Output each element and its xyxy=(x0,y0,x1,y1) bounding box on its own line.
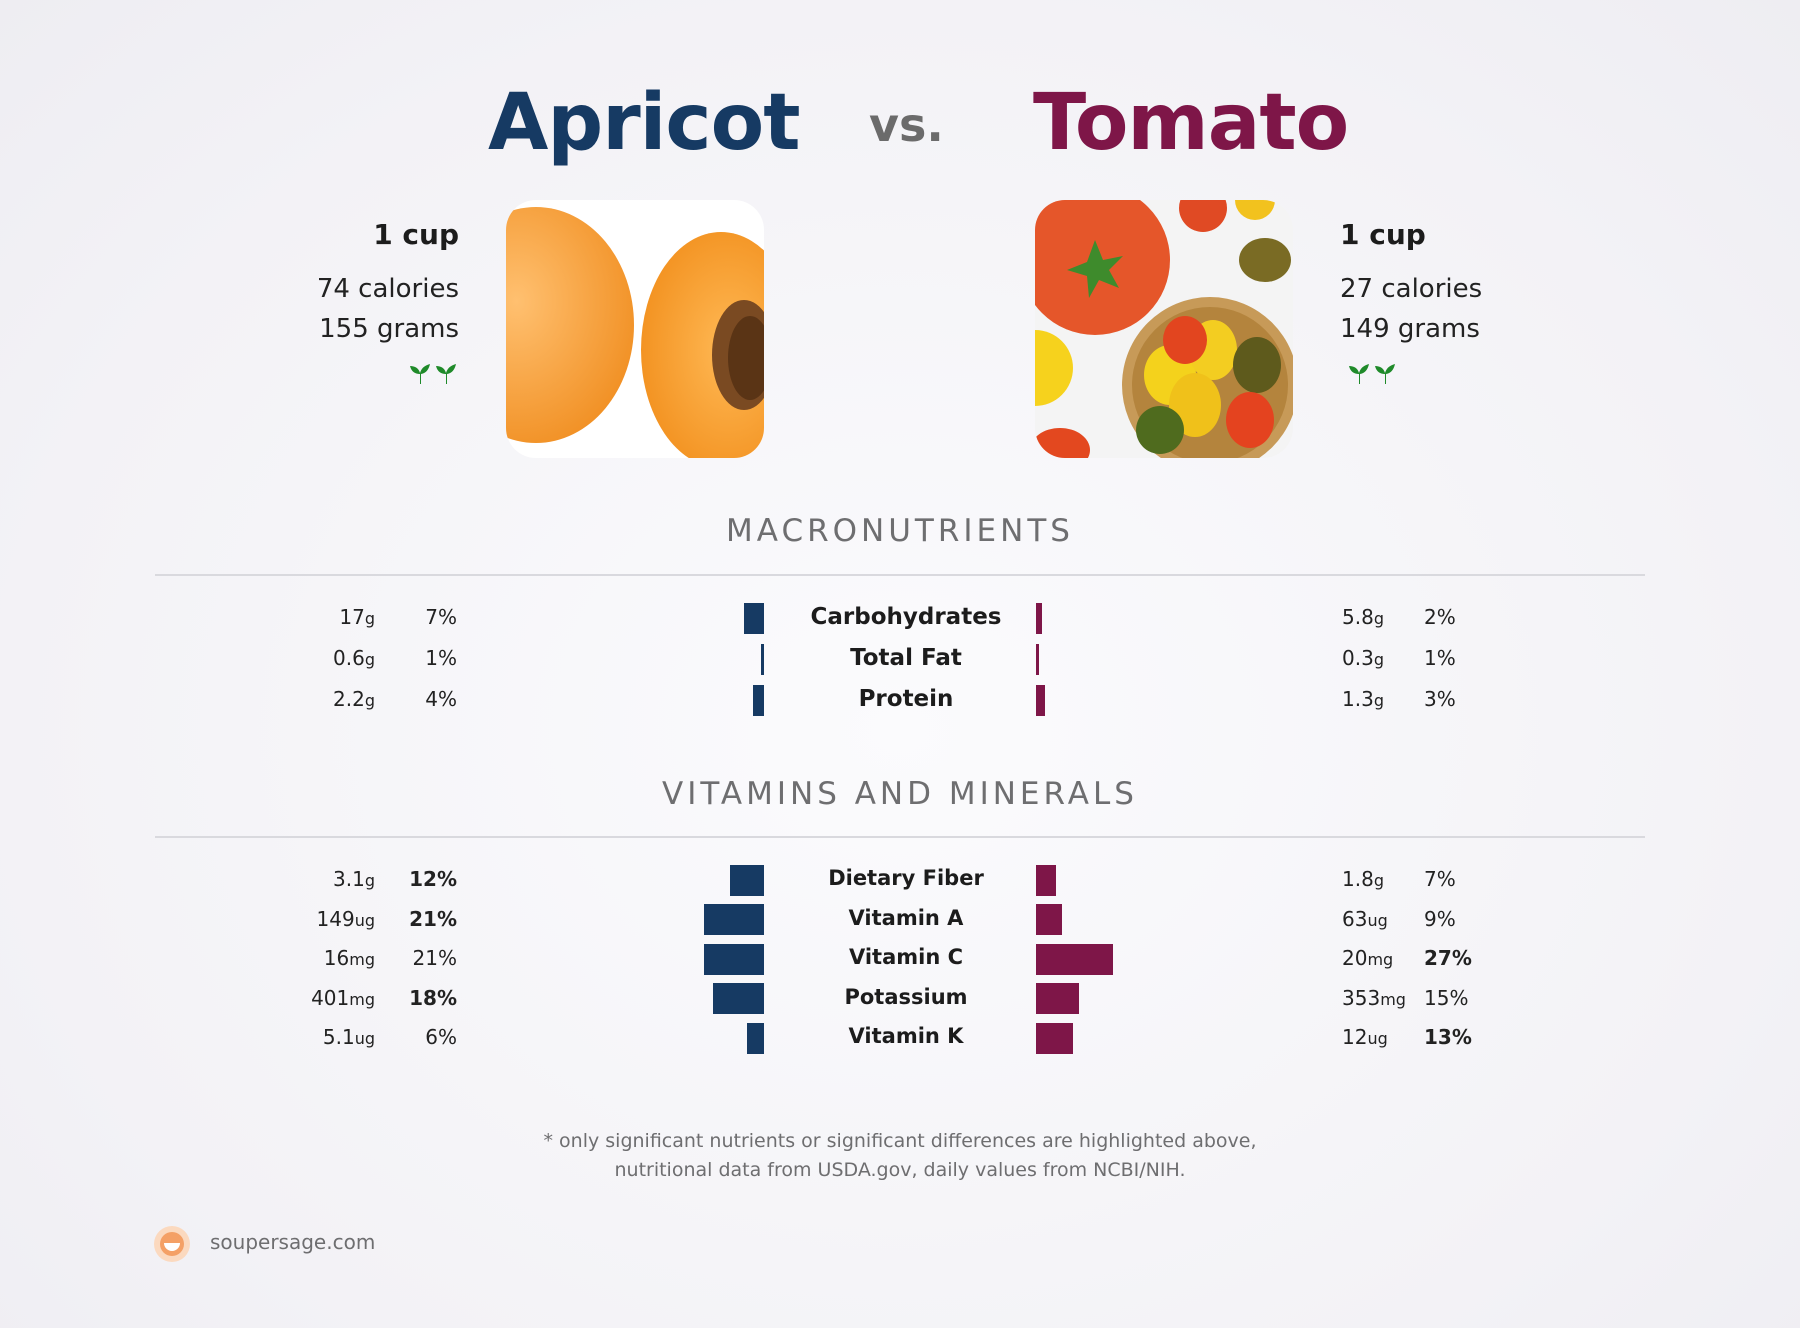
nutrient-label: Vitamin K xyxy=(848,1024,964,1048)
right-bar xyxy=(1036,864,1056,896)
right-bar xyxy=(1036,1022,1074,1054)
left-percent: 21% xyxy=(412,946,457,970)
right-percent: 15% xyxy=(1424,985,1469,1010)
left-amount: 2.2g xyxy=(333,687,375,711)
left-bar xyxy=(704,943,764,975)
macronutrients-heading: MACRONUTRIENTS xyxy=(726,513,1074,549)
right-percent: 13% xyxy=(1424,1025,1472,1049)
left-bar xyxy=(746,1022,764,1054)
left-grams: 155 grams xyxy=(319,314,459,344)
right-bar xyxy=(1036,904,1062,935)
nutrient-label: Dietary Fiber xyxy=(828,866,984,890)
left-percent: 6% xyxy=(425,1025,457,1049)
left-amount: 149ug xyxy=(316,906,375,931)
left-percent: 21% xyxy=(409,906,457,931)
nutrient-label: Protein xyxy=(858,686,954,712)
footnote-line-2: nutritional data from USDA.gov, daily va… xyxy=(614,1159,1186,1181)
vitamins-divider xyxy=(155,836,1645,838)
vs-label: vs. xyxy=(869,98,944,152)
tomato-photo xyxy=(1035,200,1293,458)
left-percent: 18% xyxy=(409,985,457,1010)
left-amount: 0.6g xyxy=(333,646,375,670)
left-amount: 16mg xyxy=(323,946,375,970)
right-bar xyxy=(1036,983,1079,1014)
sprout-icon xyxy=(410,364,456,384)
right-bar xyxy=(1036,684,1045,716)
soupersage-logo-icon xyxy=(154,1226,190,1262)
right-percent: 3% xyxy=(1424,687,1456,711)
right-amount: 0.3g xyxy=(1342,646,1384,670)
right-percent: 27% xyxy=(1424,946,1472,970)
sprout-icon xyxy=(1349,364,1395,384)
nutrient-label: Total Fat xyxy=(850,645,962,671)
left-percent: 7% xyxy=(425,605,457,629)
right-bar xyxy=(1036,602,1042,634)
right-amount: 5.8g xyxy=(1342,605,1384,629)
left-percent: 1% xyxy=(425,646,457,670)
right-bar xyxy=(1036,643,1039,675)
left-bar xyxy=(761,643,764,675)
left-amount: 401mg xyxy=(311,985,375,1010)
nutrient-label: Potassium xyxy=(844,984,968,1009)
brand-name[interactable]: soupersage.com xyxy=(210,1230,376,1254)
right-amount: 1.8g xyxy=(1342,867,1384,891)
footnote-line-1: * only significant nutrients or signific… xyxy=(543,1130,1257,1152)
left-percent: 12% xyxy=(409,867,457,891)
left-serving: 1 cup xyxy=(373,218,459,251)
left-food-title: Apricot xyxy=(488,78,801,168)
nutrient-label: Vitamin C xyxy=(848,945,964,969)
nutrient-label: Vitamin A xyxy=(848,905,964,930)
right-bar xyxy=(1036,943,1113,975)
right-amount: 12ug xyxy=(1342,1025,1388,1049)
right-calories: 27 calories xyxy=(1340,274,1483,304)
right-amount: 20mg xyxy=(1342,946,1394,970)
left-calories: 74 calories xyxy=(316,274,459,304)
left-amount: 5.1ug xyxy=(322,1025,375,1049)
right-percent: 7% xyxy=(1424,867,1456,891)
right-grams: 149 grams xyxy=(1340,314,1480,344)
left-bar xyxy=(752,684,764,716)
right-food-title: Tomato xyxy=(1033,78,1349,168)
left-bar xyxy=(712,983,764,1014)
right-percent: 9% xyxy=(1424,906,1456,931)
right-percent: 1% xyxy=(1424,646,1456,670)
left-bar xyxy=(744,602,764,634)
apricot-photo xyxy=(506,200,764,458)
nutrient-label: Carbohydrates xyxy=(810,604,1002,630)
right-serving: 1 cup xyxy=(1340,218,1426,251)
left-amount: 17g xyxy=(339,605,375,629)
macros-divider xyxy=(155,574,1645,576)
right-percent: 2% xyxy=(1424,605,1456,629)
left-percent: 4% xyxy=(425,687,457,711)
left-bar xyxy=(704,904,764,935)
vitamins-heading: VITAMINS AND MINERALS xyxy=(662,776,1138,812)
left-bar xyxy=(729,864,764,896)
right-amount: 63ug xyxy=(1342,906,1388,931)
left-amount: 3.1g xyxy=(333,867,375,891)
right-amount: 1.3g xyxy=(1342,687,1384,711)
right-amount: 353mg xyxy=(1342,985,1406,1010)
